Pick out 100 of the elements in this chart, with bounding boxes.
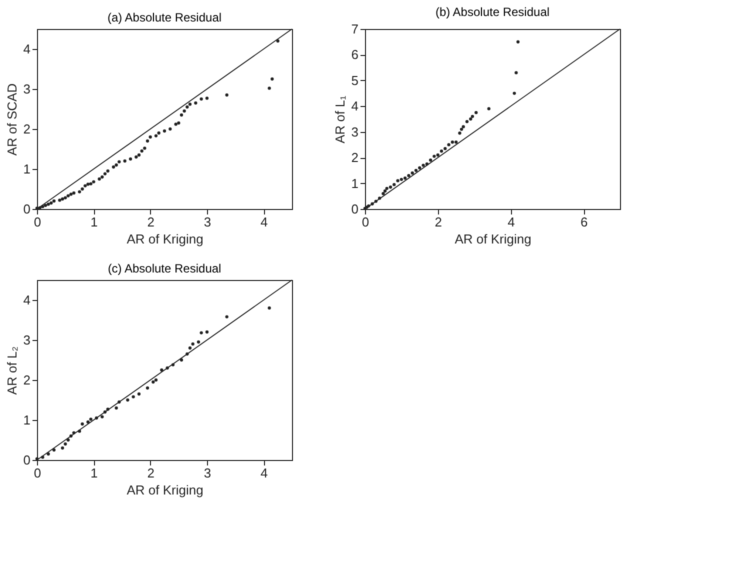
point (89, 418, 92, 421)
x-axis-title: AR of Kriging (126, 232, 204, 246)
x-tick-label: 2 (147, 466, 154, 480)
point (454, 140, 458, 144)
y-tick-label: 3 (23, 332, 30, 348)
point (440, 150, 444, 153)
y-tick-label: 2 (351, 150, 358, 166)
point (137, 153, 141, 157)
point (162, 129, 166, 133)
point (200, 97, 203, 101)
point (205, 330, 209, 334)
point (92, 180, 96, 184)
y-tick-label: 1 (23, 412, 30, 428)
point (66, 438, 70, 442)
point (132, 395, 135, 398)
point (396, 179, 400, 182)
point (514, 71, 518, 74)
point (114, 163, 118, 167)
point (148, 135, 152, 139)
point (118, 160, 121, 164)
point (128, 157, 132, 161)
chart-title: (c) Absolute Residual (108, 262, 222, 276)
point (200, 331, 203, 334)
y-tick-label: 0 (23, 202, 30, 216)
point (450, 140, 454, 144)
y-tick-label: 0 (351, 202, 358, 216)
y-tick-label: 2 (23, 122, 30, 136)
point (432, 154, 436, 158)
point (100, 175, 104, 179)
x-tick-label: 0 (34, 214, 42, 230)
point (86, 182, 90, 186)
point (205, 96, 209, 100)
point (134, 155, 138, 159)
point (160, 368, 164, 372)
point (60, 197, 64, 201)
point (225, 315, 228, 318)
y-tick-label: 7 (351, 22, 358, 36)
point (392, 182, 396, 186)
point (180, 113, 184, 117)
point (50, 201, 53, 205)
y-tick-label: 2 (23, 372, 30, 388)
y-tick-label: 6 (351, 47, 358, 62)
point (66, 194, 70, 198)
point (114, 406, 118, 410)
point (58, 198, 62, 202)
point (400, 178, 404, 182)
point (382, 192, 385, 196)
point (268, 86, 271, 90)
point (465, 120, 469, 124)
point (186, 105, 189, 109)
y-tick-label: 1 (23, 162, 30, 176)
point (385, 186, 388, 190)
point (154, 134, 158, 138)
point (470, 114, 474, 118)
point (428, 158, 432, 162)
y-tick-label: 3 (23, 82, 30, 96)
point (460, 128, 464, 131)
y-tick-label: 1 (351, 176, 358, 191)
point (103, 172, 107, 176)
point (152, 380, 155, 384)
point (84, 184, 87, 188)
x-axis-title: AR of Kriging (454, 232, 532, 246)
point (268, 306, 271, 310)
point (64, 442, 67, 446)
point (72, 191, 76, 195)
point (140, 149, 144, 153)
point (407, 174, 410, 178)
point (414, 168, 418, 172)
x-tick-label: 0 (362, 214, 370, 230)
point (403, 176, 407, 180)
point (44, 204, 48, 207)
x-tick-label: 4 (260, 466, 268, 480)
point (177, 121, 180, 125)
point (422, 164, 425, 167)
point (64, 196, 67, 200)
y-tick-label: 3 (351, 124, 358, 140)
point (112, 165, 116, 169)
point (52, 199, 56, 203)
x-tick-label: 1 (90, 214, 98, 230)
x-tick-label: 2 (147, 214, 154, 230)
point (436, 153, 440, 157)
y-tick-label: 4 (23, 42, 30, 56)
point (123, 159, 126, 163)
point (60, 446, 64, 450)
point (69, 192, 73, 196)
point (89, 182, 92, 186)
x-tick-label: 6 (580, 214, 588, 230)
y-tick-label: 4 (23, 292, 30, 308)
point (146, 139, 150, 143)
point (188, 346, 192, 350)
point (182, 109, 186, 113)
point (516, 40, 520, 44)
point (270, 77, 274, 81)
point (418, 166, 422, 170)
point (143, 146, 146, 150)
point (126, 398, 130, 402)
point (52, 448, 56, 452)
point (137, 392, 141, 396)
point (487, 107, 490, 110)
x-tick-label: 3 (204, 214, 212, 230)
